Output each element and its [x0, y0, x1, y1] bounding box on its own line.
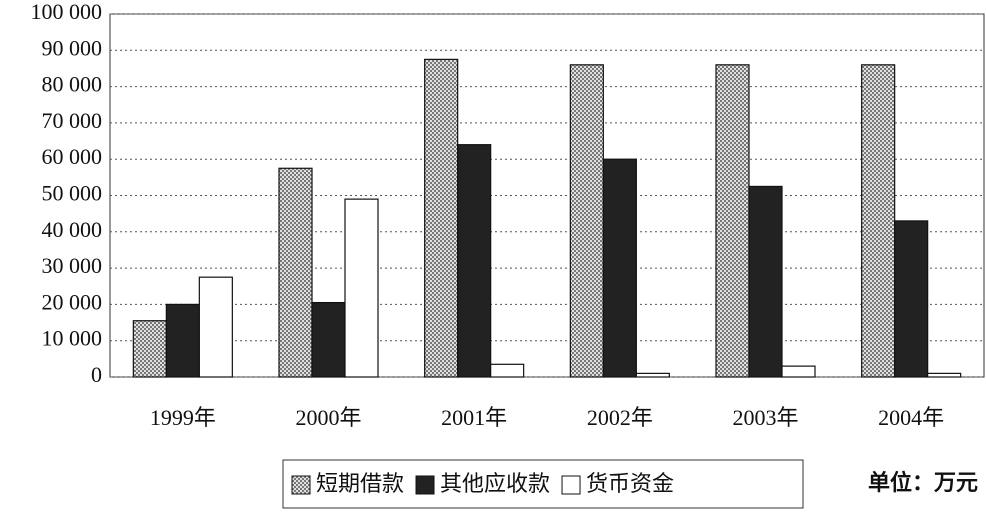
- legend-label: 其他应收款: [440, 471, 550, 496]
- x-tick-label: 2002年: [587, 405, 653, 430]
- y-tick-label: 100 000: [31, 0, 103, 24]
- legend-swatch: [415, 475, 435, 495]
- bar: [198, 276, 233, 378]
- legend-swatch: [291, 475, 311, 495]
- bar: [635, 372, 670, 378]
- y-tick-label: 60 000: [42, 144, 103, 169]
- bar: [715, 64, 750, 378]
- y-tick-label: 80 000: [42, 72, 103, 97]
- y-tick-label: 40 000: [42, 217, 103, 242]
- bar: [602, 158, 637, 378]
- legend-box: [282, 459, 804, 509]
- bar: [457, 144, 492, 378]
- x-tick-label: 2004年: [878, 405, 944, 430]
- x-tick-label: 2000年: [295, 405, 361, 430]
- legend-swatch: [561, 475, 581, 495]
- x-tick-label: 1999年: [150, 405, 216, 430]
- bar: [344, 198, 379, 378]
- y-tick-label: 20 000: [42, 289, 103, 314]
- bar: [278, 167, 313, 378]
- y-tick-label: 30 000: [42, 253, 103, 278]
- y-tick-label: 50 000: [42, 181, 103, 206]
- y-tick-label: 0: [91, 362, 102, 387]
- bar: [861, 64, 896, 378]
- legend-label: 短期借款: [316, 471, 404, 496]
- y-tick-label: 10 000: [42, 326, 103, 351]
- bar: [311, 301, 346, 378]
- x-tick-label: 2003年: [732, 405, 798, 430]
- unit-label: 单位：万元: [868, 470, 978, 495]
- bar: [748, 185, 783, 378]
- bar: [132, 320, 167, 378]
- bar: [781, 365, 816, 378]
- bar: [569, 64, 604, 378]
- bar: [165, 303, 200, 378]
- y-tick-label: 70 000: [42, 108, 103, 133]
- bar: [490, 363, 525, 378]
- bar: [894, 220, 929, 378]
- bar: [424, 58, 459, 378]
- bar: [927, 372, 962, 378]
- x-tick-label: 2001年: [441, 405, 507, 430]
- legend-label: 货币资金: [586, 471, 674, 496]
- y-tick-label: 90 000: [42, 35, 103, 60]
